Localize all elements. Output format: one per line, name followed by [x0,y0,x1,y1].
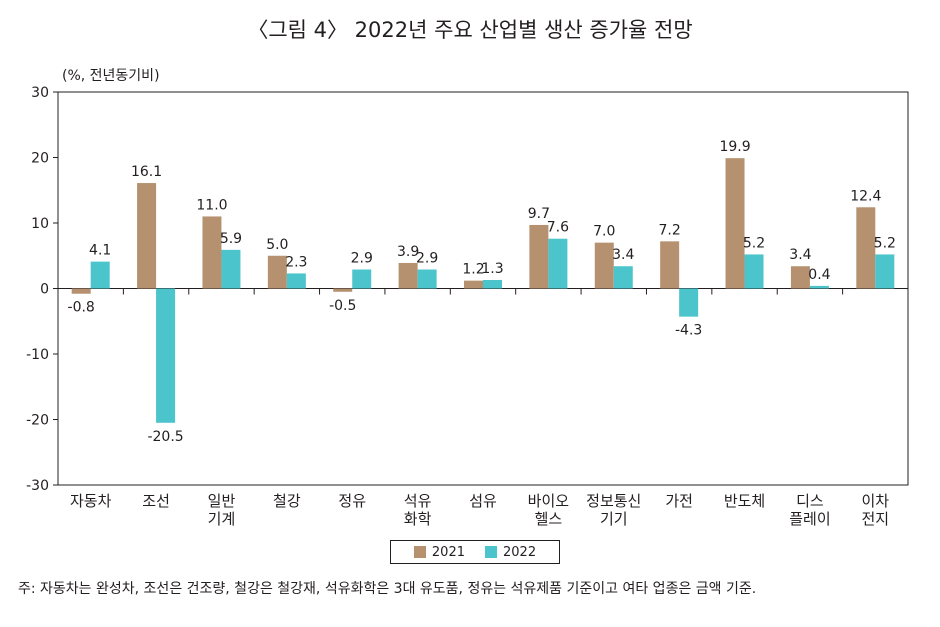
x-tick-label: 조선 [142,492,170,510]
data-label-2022: 3.4 [612,247,634,263]
bar-chart: (%, 전년동기비) 30 20 10 0 -10 -20 -30 -0.8 4.1 자동차 16.… [26,68,909,528]
bar-2022 [483,279,502,289]
x-tick-label: 전지 [862,510,890,528]
bar-2022 [156,288,176,423]
y-tick-label: 30 [31,85,49,101]
y-tick-label: 20 [31,151,49,167]
y-tick-label: 10 [31,216,49,232]
x-tick-label: 이차 [862,492,890,510]
x-tick-label: 자동차 [70,492,112,510]
bar-2022 [417,269,437,289]
data-label-2021: -0.5 [329,298,356,314]
bar-2022 [744,254,764,289]
x-tick-label: 플레이 [789,510,830,528]
y-axis-label: (%, 전년동기비) [62,68,160,84]
bar-2022 [548,238,568,289]
bar-2021 [856,207,876,289]
y-tick-label: 0 [40,282,49,298]
bar-2021 [594,242,614,289]
bar-2022 [613,266,633,289]
legend: 2021 2022 [390,540,560,564]
y-tick-label: -30 [26,478,49,494]
legend-label-2021: 2021 [431,544,465,560]
bar-2022 [90,261,110,289]
data-label-2022: 1.3 [481,261,503,277]
data-label-2022: 2.9 [416,251,438,267]
bar-2021 [790,266,810,289]
data-label-2022: 7.6 [547,220,569,236]
data-label-2022: -4.3 [675,323,702,339]
bar-2022 [809,285,829,289]
data-label-2021: 16.1 [131,164,162,180]
x-tick-label: 헬스 [535,510,563,528]
data-label-2022: -20.5 [147,429,183,445]
x-tick-label: 정보통신 [586,492,641,510]
x-tick-label: 철강 [273,492,301,510]
bar-2022 [221,249,241,289]
data-label-2021: 3.9 [397,244,419,260]
data-label-2021: 12.4 [850,188,881,204]
bar-2022 [679,288,699,317]
x-tick-label: 바이오 [528,492,570,510]
data-label-2022: 2.9 [351,251,373,267]
bar-2021 [267,255,287,289]
bar-2021 [464,280,483,289]
bar-2022 [352,269,372,289]
bar-2021 [71,288,91,294]
bar-2021 [333,288,353,292]
legend-item-2021: 2021 [413,544,465,560]
chart-title: 〈그림 4〉 2022년 주요 산업별 생산 증가율 전망 [247,18,693,42]
legend-item-2022: 2022 [485,545,536,560]
legend-swatch-2021 [413,546,426,558]
data-label-2021: -0.8 [68,300,95,316]
x-tick-label: 기계 [208,510,236,528]
bar-2021 [202,216,222,289]
x-tick-label: 기기 [600,510,628,528]
x-tick-label: 화학 [404,510,432,528]
y-tick-label: -10 [26,347,49,363]
bar-2022 [875,254,895,289]
data-label-2022: 4.1 [89,243,111,259]
bar-2021 [529,224,549,289]
x-tick-label: 가전 [665,492,693,510]
y-tick-label: -20 [26,413,49,429]
data-label-2022: 0.4 [808,267,830,283]
data-label-2022: 2.3 [285,254,307,270]
bar-2021 [137,183,157,289]
legend-swatch-2022 [485,546,497,558]
bar-2021 [398,262,418,289]
data-label-2021: 7.2 [659,222,681,238]
bar-2021 [660,241,680,289]
data-label-2021: 3.4 [789,247,811,263]
bar-2022 [286,273,306,289]
footnote: 주: 자동차는 완성차, 조선은 건조량, 철강은 철강재, 석유화학은 3대 … [18,581,757,597]
x-tick-label: 반도체 [724,492,765,510]
data-label-2022: 5.9 [220,231,242,247]
x-tick-label: 일반 [208,492,236,510]
data-label-2022: 5.2 [874,235,896,251]
x-tick-label: 정유 [338,492,366,510]
data-label-2021: 5.0 [266,237,288,253]
data-label-2022: 5.2 [743,235,765,251]
x-tick-label: 디스 [796,492,824,510]
data-label-2021: 1.2 [462,262,484,278]
legend-label-2022: 2022 [503,544,537,560]
bar-2021 [725,158,745,289]
data-label-2021: 7.0 [593,224,615,240]
x-tick-label: 섬유 [469,492,497,510]
data-label-2021: 9.7 [528,206,550,222]
data-label-2021: 11.0 [196,197,227,213]
data-label-2021: 19.9 [719,139,750,155]
x-tick-label: 석유 [404,492,432,510]
